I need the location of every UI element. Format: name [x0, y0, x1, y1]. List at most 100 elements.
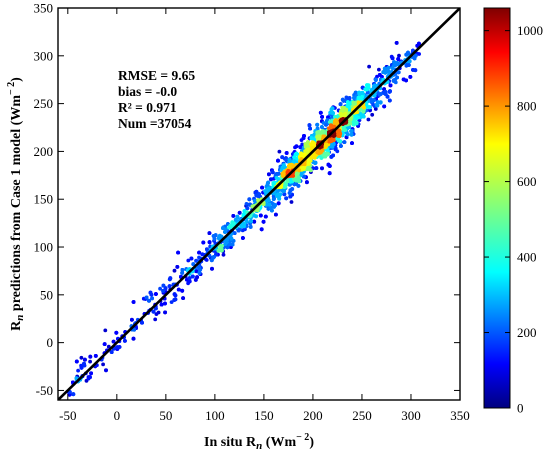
scatter-point	[154, 312, 159, 316]
scatter-point	[377, 67, 381, 72]
scatter-point	[315, 150, 320, 155]
scatter-point	[167, 277, 172, 282]
scatter-point	[273, 181, 278, 185]
scatter-point	[323, 154, 328, 159]
scatter-point	[315, 126, 320, 131]
scatter-point	[83, 357, 87, 362]
scatter-point	[391, 78, 396, 83]
scatter-point	[338, 112, 343, 116]
scatter-point	[231, 214, 236, 218]
scatter-point	[390, 66, 395, 70]
scatter-point	[175, 265, 180, 269]
scatter-point	[373, 78, 378, 82]
scatter-point	[263, 214, 268, 219]
scatter-point	[207, 231, 212, 236]
scatter-point	[309, 136, 314, 141]
scatter-point	[382, 104, 387, 109]
scatter-point	[207, 240, 212, 245]
scatter-point	[275, 194, 279, 198]
scatter-point	[320, 166, 324, 171]
scatter-point	[230, 220, 235, 225]
scatter-point	[300, 152, 305, 157]
scatter-point	[333, 147, 338, 152]
scatter-point	[132, 327, 137, 332]
scatter-point	[288, 194, 293, 199]
scatter-point	[394, 41, 399, 45]
scatter-point	[275, 188, 280, 193]
scatter-point	[101, 362, 105, 367]
scatter-point	[349, 129, 354, 133]
scatter-point	[237, 227, 242, 232]
scatter-point	[282, 192, 287, 197]
scatter-point	[392, 60, 396, 64]
scatter-point	[186, 258, 191, 263]
scatter-point	[173, 297, 178, 302]
scatter-point	[296, 184, 301, 188]
scatter-point	[268, 205, 273, 210]
scatter-point	[348, 121, 352, 126]
scatter-point	[320, 125, 324, 129]
scatter-point	[383, 67, 388, 71]
scatter-point	[245, 206, 250, 211]
scatter-point	[372, 93, 377, 98]
scatter-point	[154, 292, 158, 296]
scatter-point	[210, 266, 214, 271]
scatter-point	[406, 62, 411, 67]
scatter-point	[193, 278, 198, 282]
scatter-point	[353, 90, 358, 95]
scatter-point	[274, 172, 279, 176]
scatter-point	[411, 68, 415, 72]
scatter-point	[187, 279, 192, 284]
scatter-point	[294, 144, 299, 149]
scatter-point	[288, 179, 293, 184]
scatter-point	[378, 100, 383, 105]
scatter-point	[329, 123, 333, 128]
scatter-point	[270, 170, 275, 175]
scatter-point	[397, 53, 401, 58]
scatter-point	[412, 56, 417, 61]
scatter-point	[284, 182, 288, 187]
scatter-point	[244, 219, 249, 224]
scatter-point	[370, 112, 375, 117]
scatter-point	[372, 98, 376, 103]
scatter-point	[282, 164, 286, 168]
scatter-point	[339, 109, 344, 113]
scatter-point	[248, 225, 253, 229]
scatter-point	[351, 100, 356, 105]
scatter-point	[367, 64, 371, 69]
scatter-point	[258, 213, 263, 218]
scatter-point	[254, 189, 259, 194]
scatter-point	[212, 236, 217, 241]
scatter-point	[287, 191, 292, 195]
scatter-point	[379, 74, 384, 79]
scatter-point	[282, 188, 286, 193]
scatter-point	[366, 117, 371, 122]
scatter-point	[305, 167, 310, 171]
scatter-point	[388, 83, 393, 88]
scatter-point	[315, 135, 320, 139]
scatter-point	[285, 179, 290, 184]
scatter-point	[265, 182, 270, 187]
scatter-point	[180, 271, 185, 275]
scatter-point	[342, 113, 346, 118]
scatter-point	[239, 224, 244, 229]
scatter-point	[300, 142, 305, 147]
scatter-point	[176, 287, 181, 292]
scatter-point	[297, 168, 301, 173]
scatter-point	[154, 306, 158, 311]
scatter-point	[233, 217, 238, 222]
scatter-point	[93, 354, 98, 358]
scatter-point	[338, 102, 343, 107]
scatter-point	[386, 65, 391, 70]
scatter-point	[309, 142, 313, 147]
scatter-point	[406, 50, 410, 55]
scatter-point	[276, 201, 281, 206]
scatter-point	[341, 127, 346, 132]
scatter-point	[130, 317, 134, 322]
scatter-point	[284, 158, 289, 163]
scatter-point	[148, 290, 153, 295]
scatter-point	[307, 123, 312, 128]
scatter-point	[313, 160, 318, 165]
scatter-point	[123, 339, 127, 343]
scatter-point	[172, 268, 177, 273]
